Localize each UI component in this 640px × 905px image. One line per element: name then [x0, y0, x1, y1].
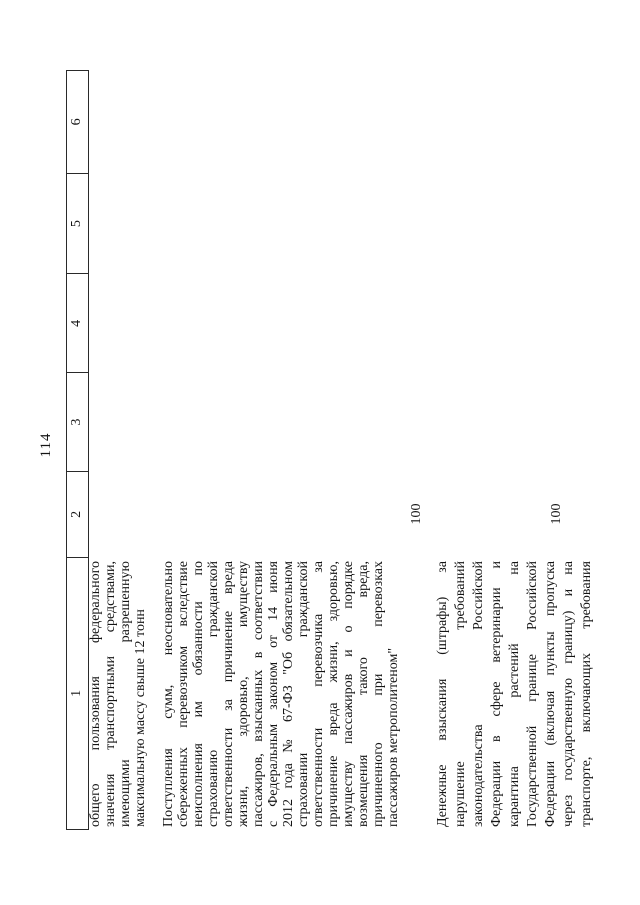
column-header-1: 1 [67, 556, 88, 829]
table-row: Поступления сумм, неосновательно сбереже… [161, 561, 401, 827]
text-line: законодательства Российской [471, 561, 486, 827]
text-line: карантина растений на [507, 561, 522, 827]
table-header-row: 1 2 3 4 5 6 [66, 70, 89, 830]
text-line: пассажиров метрополитеном" [386, 647, 401, 827]
text-line: неисполнения им обязанности по [191, 561, 206, 827]
text-line: общего пользования федерального [88, 561, 103, 827]
column-header-6: 6 [69, 118, 84, 126]
text-line: 2012 года № 67-ФЗ "Об обязательном [281, 561, 296, 827]
text-line: транспорте, включающих требования [579, 561, 594, 827]
text-line: страховании гражданской [296, 561, 311, 827]
text-line: причиненного при перевозках [371, 561, 386, 827]
page-number: 114 [38, 432, 54, 458]
text-line: Государственной границе Российской [525, 561, 540, 827]
text-line: нарушение требований [453, 561, 468, 827]
text-line: жизни, здоровью, имуществу [236, 561, 251, 827]
text-line: ответственности перевозчика за [311, 561, 326, 827]
column-header-5: 5 [67, 172, 88, 274]
text-line: ответственности за причинение вреда [221, 561, 236, 827]
column-header-2: 2 [67, 470, 88, 557]
column-header-3: 3 [67, 372, 88, 471]
text-line: страхованию гражданской [206, 561, 221, 827]
text-line: возмещения такого вреда, [356, 561, 371, 827]
norm-value: 100 [409, 503, 424, 525]
table-row: Денежные взыскания (штрафы) за нарушение… [434, 561, 596, 827]
text-line: Денежные взыскания (штрафы) за [435, 561, 450, 827]
norm-value: 100 [549, 503, 564, 525]
text-line: причинение вреда жизни, здоровью, [326, 561, 341, 827]
text-line: имеющими разрешенную [118, 561, 133, 827]
text-line: Федерации в сфере ветеринарии и [489, 561, 504, 827]
table-row: общего пользования федерального значения… [88, 561, 148, 827]
description-column: общего пользования федерального значения… [88, 561, 596, 827]
text-line: через государственную границу) и на [561, 561, 576, 827]
text-line: максимальную массу свыше 12 тонн [133, 609, 148, 827]
text-line: Поступления сумм, неосновательно [161, 561, 176, 827]
text-line: сбереженных перевозчиком вследствие [176, 561, 191, 827]
text-line: пассажиров, взысканных в соответствии [251, 561, 266, 827]
text-line: Федерации (включая пункты пропуска [543, 561, 558, 827]
text-line: значения транспортными средствами, [103, 561, 118, 827]
text-line: с Федеральным законом от 14 июня [266, 561, 281, 827]
column-header-4: 4 [67, 273, 88, 373]
text-line: имуществу пассажиров и о порядке [341, 561, 356, 827]
